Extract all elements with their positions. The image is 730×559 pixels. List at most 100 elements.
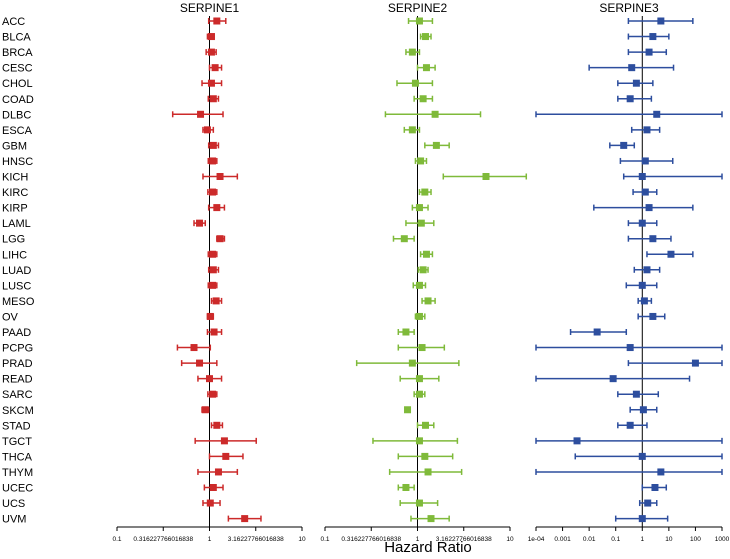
hr-point-serpine1-ov [206,312,214,320]
cancer-label-stad: STAD [2,420,31,432]
hr-point-serpine3-kirc [641,188,649,196]
hr-point-serpine2-pcpg [418,344,426,352]
x-tick-label-serpine2: 0.316227766016838 [341,536,401,543]
cancer-label-cesc: CESC [2,63,33,75]
cancer-label-laml: LAML [2,218,31,230]
hr-point-serpine1-lgg [216,235,224,243]
panel-title-serpine2: SERPINE2 [388,1,448,15]
x-tick-label-serpine1: 3.16227766016838 [228,536,284,543]
x-tick-label-serpine2: 10 [506,536,514,543]
hr-point-serpine2-gbm [432,141,440,149]
hr-point-serpine3-brca [645,48,653,56]
hr-point-serpine3-uvm [638,515,646,523]
cancer-label-esca: ESCA [2,125,33,137]
hr-point-serpine1-thca [222,452,230,460]
hr-point-serpine1-read [206,375,213,383]
hr-point-serpine1-acc [213,17,221,25]
panel-title-serpine3: SERPINE3 [599,1,659,15]
hr-point-serpine2-hnsc [417,157,425,165]
hr-point-serpine1-pcpg [190,344,198,352]
hr-point-serpine2-laml [417,219,425,227]
hr-point-serpine2-thym [424,468,432,476]
hr-point-serpine1-sarc [209,390,217,398]
hr-point-serpine1-blca [207,33,215,41]
cancer-type-labels: ACC BLCA BRCA CESC CHOL COAD DLBC ESCA GBM HNSC KI… [2,16,35,526]
hr-point-serpine1-ucec [209,484,217,491]
cancer-label-meso: MESO [2,296,35,308]
hr-point-serpine3-tgct [573,437,581,445]
hr-point-serpine3-ucec [651,484,659,491]
hr-point-serpine2-ucec [402,484,410,491]
hr-point-serpine2-uvm [427,515,435,523]
hr-point-serpine3-lgg [649,235,657,243]
hr-point-serpine2-kirc [421,188,429,196]
hr-point-serpine2-blca [421,33,429,41]
hr-point-serpine3-acc [657,17,665,25]
cancer-label-lusc: LUSC [2,280,31,292]
x-tick-label-serpine1: 1 [208,536,212,543]
x-tick-label-serpine2: 3.16227766016838 [436,536,492,543]
hr-point-serpine3-pcpg [626,344,634,352]
cancer-label-ov: OV [2,311,19,323]
hr-point-serpine2-acc [415,17,423,25]
hr-point-serpine1-kich [216,173,224,180]
cancer-label-coad: COAD [2,94,34,106]
hr-point-serpine2-stad [421,421,429,429]
hr-point-serpine1-uvm [241,515,249,523]
hr-point-serpine1-hnsc [209,157,217,165]
cancer-label-dlbc: DLBC [2,109,31,121]
cancer-label-luad: LUAD [2,265,31,277]
hr-point-serpine2-coad [419,95,427,103]
cancer-label-acc: ACC [2,16,25,28]
hr-point-serpine3-kirp [645,204,653,212]
cancer-label-hnsc: HNSC [2,156,33,168]
cancer-label-paad: PAAD [2,327,31,339]
cancer-label-tgct: TGCT [2,436,32,448]
hr-point-serpine1-brca [207,48,215,56]
panel-title-serpine1: SERPINE1 [180,1,240,15]
hr-point-serpine2-luad [419,266,427,274]
hr-point-serpine1-luad [209,266,217,274]
hr-point-serpine2-tgct [415,437,423,445]
cancer-label-lgg: LGG [2,234,25,246]
hr-point-serpine2-esca [408,126,416,134]
x-tick-label-serpine3: 1 [640,536,644,543]
cancer-label-ucs: UCS [2,498,25,510]
hr-point-serpine2-chol [411,79,419,87]
hr-point-serpine1-esca [203,126,211,134]
hr-point-serpine1-skcm [201,406,209,414]
hr-point-serpine2-kirp [415,204,423,212]
hr-point-serpine1-tgct [220,437,228,445]
x-tick-label-serpine1: 0.1 [112,536,121,543]
cancer-label-ucec: UCEC [2,483,33,495]
hr-point-serpine1-coad [209,95,217,103]
cancer-label-kirc: KIRC [2,187,28,199]
hr-point-serpine3-thym [657,468,665,476]
hr-point-serpine3-skcm [639,406,647,414]
hr-point-serpine2-dlbc [431,110,439,118]
cancer-label-gbm: GBM [2,140,27,152]
x-tick-label-serpine3: 100 [690,536,701,543]
hr-point-serpine2-thca [421,452,429,460]
hr-point-serpine2-meso [424,297,432,305]
hr-point-serpine1-prad [196,359,204,367]
hr-point-serpine3-paad [593,328,601,336]
hr-point-serpine1-laml [196,219,204,227]
hr-point-serpine3-lusc [638,281,646,289]
hr-point-serpine3-stad [626,421,634,429]
hr-point-serpine3-gbm [620,141,628,149]
x-tick-label-serpine2: 1 [416,536,420,543]
x-tick-label-serpine1: 10 [298,536,306,543]
hr-point-serpine3-meso [640,297,648,305]
hr-point-serpine1-meso [212,297,220,305]
hr-point-serpine3-esca [643,126,651,134]
hr-point-serpine2-cesc [422,64,430,72]
hr-point-serpine1-stad [213,421,221,429]
cancer-label-blca: BLCA [2,32,31,44]
cancer-label-brca: BRCA [2,47,33,59]
hr-point-serpine1-kirc [209,188,217,196]
cancer-label-prad: PRAD [2,358,33,370]
hr-point-serpine2-read [415,375,423,383]
panel-serpine1: SERPINE1 0.1 0.316227766016838 1 3.162277660… [112,1,306,543]
